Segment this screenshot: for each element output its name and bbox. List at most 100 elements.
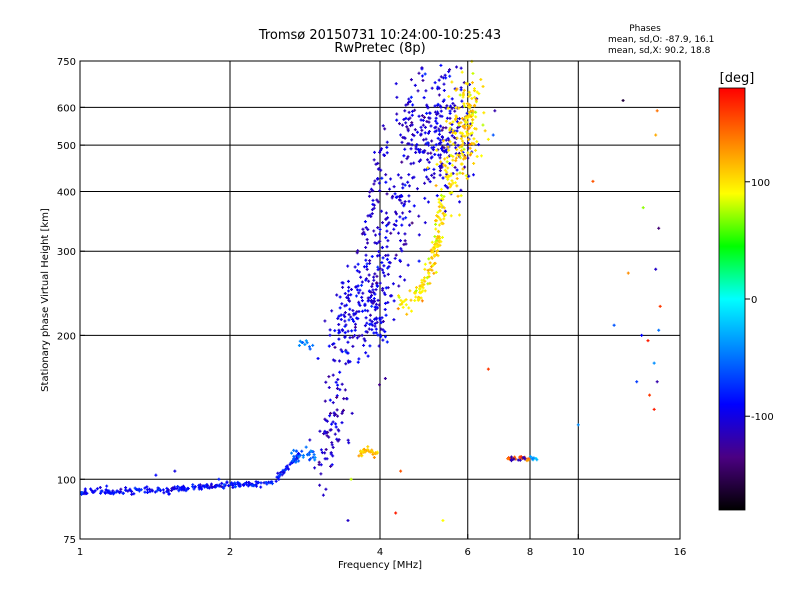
echo-point bbox=[404, 298, 408, 302]
echo-point bbox=[412, 161, 416, 165]
echo-point bbox=[453, 132, 457, 136]
echo-point bbox=[363, 220, 367, 224]
echo-point bbox=[384, 224, 388, 228]
echo-point bbox=[521, 456, 525, 460]
echo-point bbox=[406, 180, 410, 184]
echo-point bbox=[423, 267, 427, 271]
echo-point bbox=[438, 129, 442, 133]
echo-point bbox=[422, 96, 426, 100]
echo-point bbox=[360, 333, 364, 337]
echo-point bbox=[233, 485, 237, 489]
echo-point bbox=[304, 339, 308, 343]
echo-point bbox=[385, 140, 389, 144]
echo-point bbox=[459, 66, 463, 70]
echo-point bbox=[454, 118, 458, 122]
echo-point bbox=[376, 176, 380, 180]
echo-point bbox=[301, 340, 305, 344]
echo-point bbox=[442, 163, 446, 167]
y-tick-label: 500 bbox=[57, 141, 76, 152]
x-tick-label: 16 bbox=[674, 547, 687, 558]
echo-point bbox=[352, 313, 356, 317]
echo-point bbox=[425, 175, 429, 179]
echo-point bbox=[143, 490, 147, 494]
echo-point bbox=[379, 335, 383, 339]
echo-point bbox=[445, 104, 449, 108]
echo-point bbox=[297, 459, 301, 463]
echo-point bbox=[384, 217, 388, 221]
echo-point bbox=[399, 298, 403, 302]
echo-point bbox=[378, 227, 382, 231]
echo-point bbox=[358, 303, 362, 307]
echo-point bbox=[449, 104, 453, 108]
echo-point bbox=[398, 275, 402, 279]
echo-point bbox=[448, 116, 452, 120]
echo-point bbox=[442, 139, 446, 143]
echo-point bbox=[460, 70, 464, 74]
echo-point bbox=[297, 343, 301, 347]
echo-point bbox=[448, 111, 452, 115]
echo-point bbox=[391, 194, 395, 198]
echo-point bbox=[415, 130, 419, 134]
echo-point bbox=[430, 268, 434, 272]
echo-point bbox=[432, 172, 436, 176]
echo-point bbox=[506, 457, 510, 461]
echo-point bbox=[417, 297, 421, 301]
echo-point bbox=[407, 306, 411, 310]
echo-point bbox=[409, 309, 413, 313]
echo-point bbox=[124, 486, 128, 490]
echo-point bbox=[135, 487, 139, 491]
echo-point bbox=[412, 204, 416, 208]
echo-point bbox=[417, 259, 421, 263]
echo-point bbox=[353, 325, 357, 329]
echo-point bbox=[377, 181, 381, 185]
echo-point bbox=[384, 173, 388, 177]
echo-point bbox=[359, 452, 363, 456]
echo-point bbox=[439, 75, 443, 79]
echo-point bbox=[384, 211, 388, 215]
echo-point bbox=[444, 138, 448, 142]
echo-point bbox=[437, 86, 441, 90]
echo-point bbox=[148, 490, 152, 494]
echo-point bbox=[399, 176, 403, 180]
echo-point bbox=[451, 163, 455, 167]
echo-point bbox=[376, 161, 380, 165]
echo-point bbox=[403, 239, 407, 243]
echo-point bbox=[355, 336, 359, 340]
echo-point bbox=[399, 133, 403, 137]
echo-point bbox=[369, 290, 373, 294]
echo-point bbox=[331, 373, 335, 377]
echo-point bbox=[427, 160, 431, 164]
echo-point bbox=[455, 148, 459, 152]
echo-point bbox=[436, 210, 440, 214]
echo-point bbox=[530, 457, 534, 461]
echo-point bbox=[407, 194, 411, 198]
echo-point bbox=[333, 432, 337, 436]
echo-point bbox=[378, 267, 382, 271]
echo-point bbox=[654, 133, 658, 137]
echo-point bbox=[357, 270, 361, 274]
echo-point bbox=[437, 197, 441, 201]
echo-point bbox=[394, 212, 398, 216]
echo-point bbox=[406, 100, 410, 104]
echo-point bbox=[312, 453, 316, 457]
echo-point bbox=[337, 314, 341, 318]
echo-point bbox=[433, 262, 437, 266]
echo-point bbox=[324, 447, 328, 451]
echo-point bbox=[472, 161, 476, 165]
echo-point bbox=[137, 489, 141, 493]
echo-point bbox=[431, 148, 435, 152]
echo-point bbox=[377, 303, 381, 307]
echo-point bbox=[458, 117, 462, 121]
echo-point bbox=[407, 97, 411, 101]
echo-point bbox=[347, 312, 351, 316]
echo-point bbox=[404, 242, 408, 246]
echo-point bbox=[431, 263, 435, 267]
echo-point bbox=[433, 126, 437, 130]
echo-point bbox=[626, 271, 630, 275]
echo-point bbox=[439, 240, 443, 244]
echo-point bbox=[360, 309, 364, 313]
echo-point bbox=[400, 249, 404, 253]
echo-point bbox=[474, 148, 478, 152]
echo-point bbox=[415, 143, 419, 147]
echo-point bbox=[356, 262, 360, 266]
